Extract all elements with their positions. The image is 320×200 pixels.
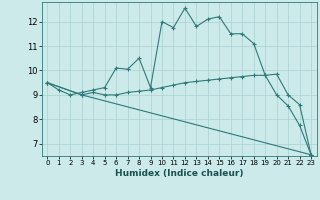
X-axis label: Humidex (Indice chaleur): Humidex (Indice chaleur) [115, 169, 244, 178]
